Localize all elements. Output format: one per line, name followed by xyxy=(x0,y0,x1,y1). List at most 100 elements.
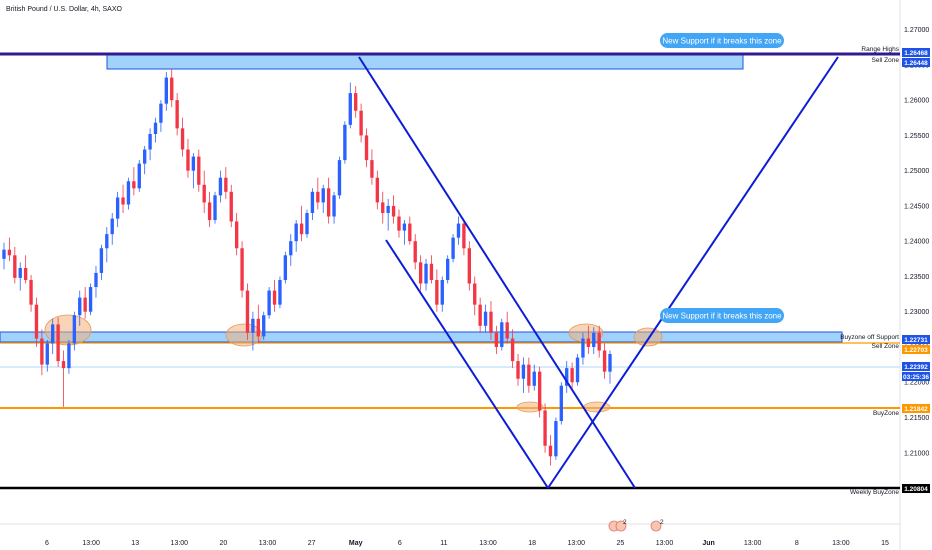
candle xyxy=(45,339,49,372)
candle xyxy=(170,68,174,108)
candle-body xyxy=(213,195,217,221)
price-tag-bg xyxy=(902,404,930,413)
symbol-title: British Pound / U.S. Dollar, 4h, SAXO xyxy=(6,6,122,13)
candle-body xyxy=(429,263,434,280)
candle-body xyxy=(343,124,347,161)
candle xyxy=(608,350,612,384)
candle-body xyxy=(224,177,228,192)
candle-body xyxy=(94,272,98,288)
event-flag-icon[interactable] xyxy=(615,520,627,532)
candle-body xyxy=(500,322,504,347)
candle xyxy=(505,311,509,344)
target-projection-line[interactable] xyxy=(547,56,839,489)
candle-body xyxy=(207,202,212,221)
candle-body xyxy=(364,135,369,161)
y-tick-label: 1.23000 xyxy=(904,309,929,316)
annotation-bubble-bg xyxy=(660,33,784,48)
x-tick-label: 13:00 xyxy=(656,540,674,547)
candle xyxy=(310,188,315,221)
candle xyxy=(267,287,271,319)
y-tick-label: 1.26000 xyxy=(904,98,929,105)
candle xyxy=(240,241,244,298)
sell-zone-box[interactable] xyxy=(106,54,744,70)
y-tick-label: 1.21000 xyxy=(904,450,929,457)
candle xyxy=(99,244,104,280)
candle-body xyxy=(570,368,574,383)
candle-body xyxy=(332,195,336,217)
y-tick-label: 1.25000 xyxy=(904,168,929,175)
candle-body xyxy=(543,410,547,446)
channel-lower-line[interactable] xyxy=(385,239,549,489)
candle-body xyxy=(299,223,304,235)
candle xyxy=(370,149,374,185)
annotation-bubble-top[interactable]: New Support if it breaks this zone xyxy=(660,33,784,48)
candle xyxy=(408,216,412,245)
candle xyxy=(559,382,563,425)
event-badges[interactable]: 2 2 xyxy=(608,519,664,532)
price-tag-bg xyxy=(902,345,930,354)
annotation-bubble-mid[interactable]: New Support if it breaks this zone xyxy=(660,308,784,323)
candle-body xyxy=(608,354,612,372)
candle xyxy=(191,153,196,189)
x-tick-label: 11 xyxy=(440,540,447,547)
candle xyxy=(424,258,428,291)
touch-ellipse xyxy=(225,323,263,347)
candle-body xyxy=(510,338,515,362)
candle xyxy=(213,191,217,224)
candle-body xyxy=(283,255,288,280)
candle xyxy=(386,198,390,231)
candle xyxy=(521,357,526,393)
price-tag-countdown: 03:25:36 xyxy=(903,374,929,381)
candle xyxy=(592,327,596,355)
price-tag-sell-zone-2: 1.22703 xyxy=(904,347,928,354)
candle xyxy=(332,191,336,224)
candle xyxy=(483,304,488,333)
candle-body xyxy=(597,332,601,351)
candle-body xyxy=(532,371,536,386)
candle xyxy=(110,212,114,245)
candle-body xyxy=(164,77,168,104)
x-tick-label: 13:00 xyxy=(82,540,100,547)
buyzone-support-box[interactable] xyxy=(0,331,843,343)
candle xyxy=(548,435,553,466)
candle xyxy=(343,121,347,164)
candle xyxy=(34,297,39,347)
candle-body xyxy=(83,297,87,312)
candle-body xyxy=(56,324,60,362)
candle-body xyxy=(175,100,179,129)
time-axis[interactable]: 6 13:00 13 13:00 20 13:00 27 May 6 11 13:00 18 13:00… xyxy=(45,540,889,547)
label-buyzone-support: Buyzone off Support xyxy=(840,334,899,341)
candle xyxy=(56,317,60,367)
candle xyxy=(391,195,396,224)
candle-body xyxy=(489,311,493,333)
candle-body xyxy=(121,197,125,205)
candle-body xyxy=(251,318,255,333)
y-tick-label: 1.24500 xyxy=(904,203,929,210)
candle-body xyxy=(337,160,342,196)
candle xyxy=(2,242,6,270)
candle xyxy=(289,234,293,266)
event-badge-count: 2 xyxy=(660,519,664,526)
x-tick-label: May xyxy=(349,540,363,547)
candle-body xyxy=(137,163,141,189)
candle xyxy=(494,325,499,355)
candle-body xyxy=(197,156,201,185)
candle-body xyxy=(132,181,136,189)
event-flag-icon[interactable] xyxy=(650,520,662,532)
candle xyxy=(105,227,109,263)
candle xyxy=(451,234,455,263)
x-tick-label: 13:00 xyxy=(171,540,189,547)
candle-body xyxy=(413,241,417,263)
candle xyxy=(61,350,66,407)
candle-body xyxy=(516,361,520,379)
candle-body xyxy=(7,249,12,256)
candle xyxy=(23,255,28,284)
candle-body xyxy=(110,218,114,235)
candle xyxy=(164,71,168,111)
candle xyxy=(132,167,136,196)
x-tick-label: 13 xyxy=(131,540,139,547)
channel-upper-line[interactable] xyxy=(358,56,636,489)
candle xyxy=(348,82,352,129)
